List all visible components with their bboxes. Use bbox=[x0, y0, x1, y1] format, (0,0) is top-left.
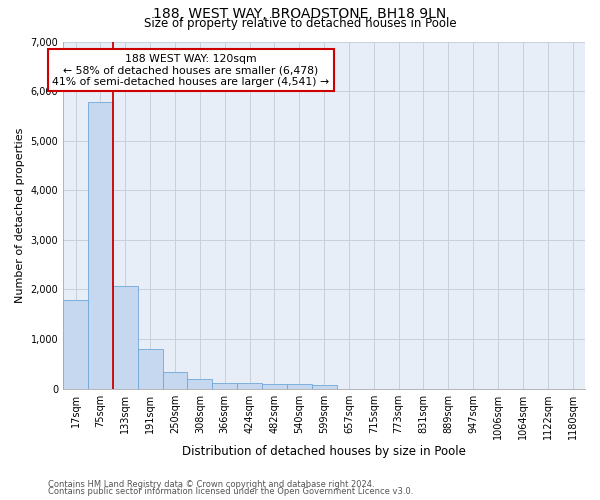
Bar bbox=[237, 383, 262, 388]
Bar bbox=[212, 382, 237, 388]
Bar bbox=[113, 286, 138, 388]
Bar bbox=[311, 385, 337, 388]
Bar bbox=[88, 102, 113, 389]
Y-axis label: Number of detached properties: Number of detached properties bbox=[15, 128, 25, 302]
Bar bbox=[187, 378, 212, 388]
Text: Contains HM Land Registry data © Crown copyright and database right 2024.: Contains HM Land Registry data © Crown c… bbox=[48, 480, 374, 489]
Bar bbox=[63, 300, 88, 388]
Bar bbox=[287, 384, 311, 388]
Bar bbox=[138, 349, 163, 389]
Text: 188 WEST WAY: 120sqm
← 58% of detached houses are smaller (6,478)
41% of semi-de: 188 WEST WAY: 120sqm ← 58% of detached h… bbox=[52, 54, 329, 87]
X-axis label: Distribution of detached houses by size in Poole: Distribution of detached houses by size … bbox=[182, 444, 466, 458]
Text: Size of property relative to detached houses in Poole: Size of property relative to detached ho… bbox=[143, 18, 457, 30]
Text: 188, WEST WAY, BROADSTONE, BH18 9LN: 188, WEST WAY, BROADSTONE, BH18 9LN bbox=[154, 8, 446, 22]
Bar bbox=[163, 372, 187, 388]
Bar bbox=[262, 384, 287, 388]
Text: Contains public sector information licensed under the Open Government Licence v3: Contains public sector information licen… bbox=[48, 487, 413, 496]
